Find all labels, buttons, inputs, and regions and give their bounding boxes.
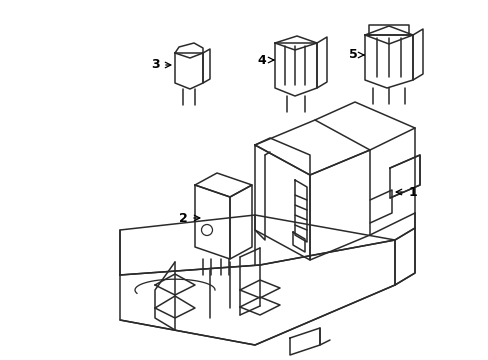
Text: 3: 3 xyxy=(150,58,159,72)
Text: 1: 1 xyxy=(408,185,417,198)
Text: 2: 2 xyxy=(178,211,187,225)
Text: 4: 4 xyxy=(257,54,266,67)
Text: 5: 5 xyxy=(348,49,357,62)
